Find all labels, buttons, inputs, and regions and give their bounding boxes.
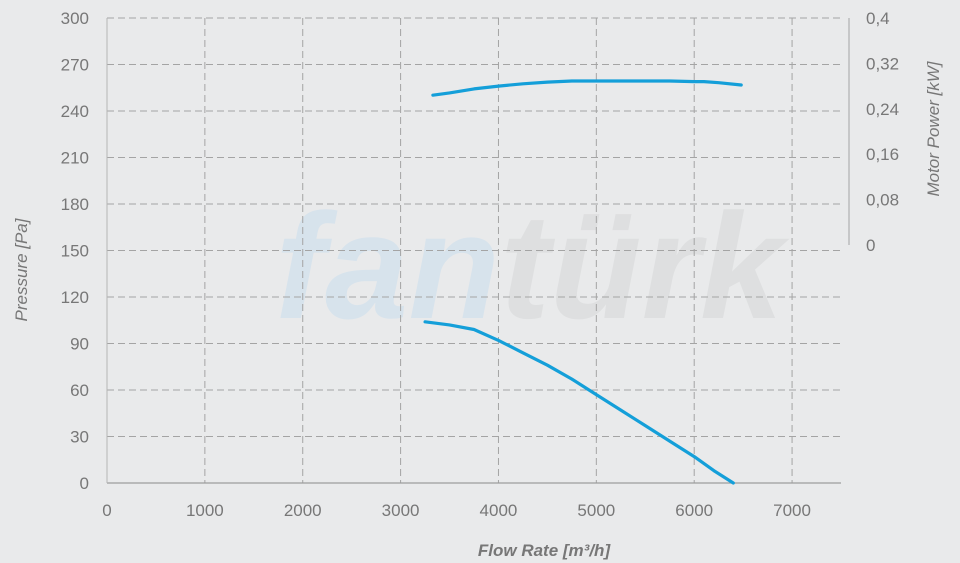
- x-tick-label: 6000: [675, 501, 713, 520]
- x-tick-label: 0: [102, 501, 111, 520]
- y-tick-label: 300: [61, 9, 89, 28]
- watermark-logo: fantürk: [275, 182, 790, 350]
- y2-axis-title: Motor Power [kW]: [924, 60, 943, 196]
- series-lines: [423, 79, 743, 485]
- x-tick-label: 3000: [382, 501, 420, 520]
- x-tick-label: 7000: [773, 501, 811, 520]
- pressure-curve: [423, 320, 735, 485]
- x-axis-title: Flow Rate [m³/h]: [478, 541, 612, 560]
- y2-tick-label: 0,16: [866, 145, 899, 164]
- y2-tick-label: 0,4: [866, 9, 890, 28]
- y-tick-label: 90: [70, 335, 89, 354]
- y-tick-label: 30: [70, 428, 89, 447]
- x-tick-label: 1000: [186, 501, 224, 520]
- x-tick-label: 2000: [284, 501, 322, 520]
- y-tick-label: 120: [61, 288, 89, 307]
- y2-tick-label: 0,24: [866, 100, 899, 119]
- watermark-part2: türk: [500, 182, 790, 350]
- y2-tick-label: 0,08: [866, 191, 899, 210]
- svg-text:fantürk: fantürk: [275, 182, 790, 350]
- y-tick-label: 210: [61, 149, 89, 168]
- y-tick-label: 240: [61, 102, 89, 121]
- y-tick-label: 180: [61, 195, 89, 214]
- y-tick-label: 150: [61, 242, 89, 261]
- y-tick-label: 0: [80, 474, 89, 493]
- y-tick-label: 270: [61, 56, 89, 75]
- axes: [106, 18, 850, 484]
- y-tick-label: 60: [70, 381, 89, 400]
- x-tick-label: 4000: [480, 501, 518, 520]
- power-curve: [431, 79, 743, 97]
- y2-tick-label: 0,32: [866, 54, 899, 73]
- watermark-part1: fan: [275, 182, 500, 350]
- y-axis-title: Pressure [Pa]: [12, 217, 31, 321]
- x-tick-label: 5000: [577, 501, 615, 520]
- y2-tick-label: 0: [866, 236, 875, 255]
- grid: [107, 17, 841, 483]
